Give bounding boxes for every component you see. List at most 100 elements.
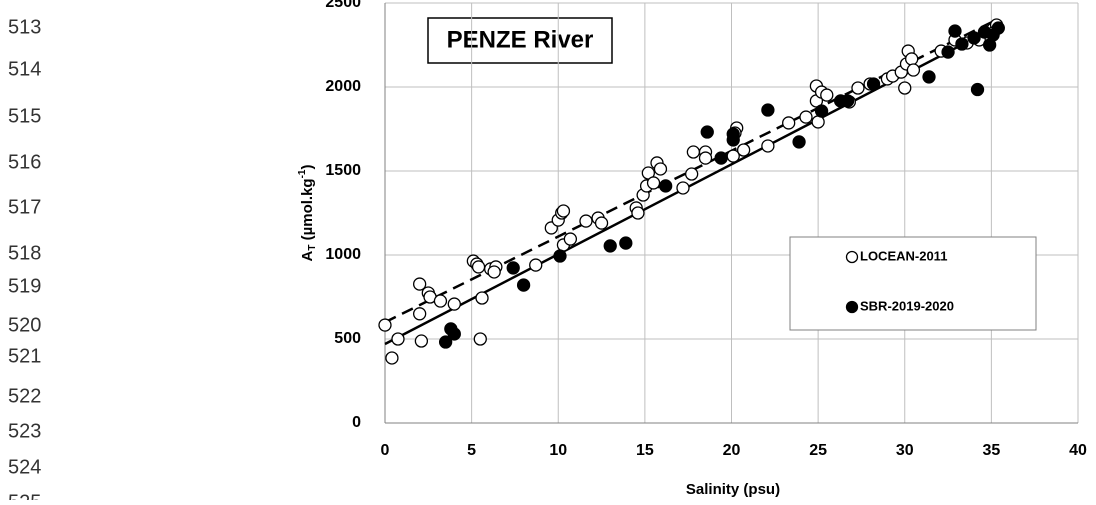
- line-number: 516: [8, 151, 41, 173]
- x-tick-label: 0: [381, 442, 390, 459]
- x-tick-label: 20: [723, 442, 741, 459]
- data-point: [471, 260, 486, 274]
- data-point: [603, 239, 617, 253]
- y-axis-label: AT (µmol.kg-1): [297, 164, 318, 261]
- data-point: [619, 236, 633, 250]
- line-number: 515: [8, 105, 41, 127]
- line-number: 522: [8, 385, 41, 407]
- data-point: [516, 278, 531, 292]
- data-point: [378, 318, 392, 332]
- y-label-sub: T: [307, 245, 318, 251]
- data-point: [487, 265, 501, 279]
- x-tick-label: 25: [809, 442, 827, 459]
- title-box: [427, 17, 613, 64]
- data-point: [922, 70, 936, 84]
- data-point: [761, 103, 775, 117]
- line-number: 520: [8, 314, 41, 336]
- data-point: [726, 133, 740, 147]
- y-tick-label: 2500: [325, 0, 361, 11]
- data-point: [792, 135, 806, 149]
- line-number: 513: [8, 16, 41, 38]
- data-point: [438, 335, 453, 349]
- data-point: [414, 334, 429, 348]
- data-point: [473, 332, 487, 346]
- data-point: [447, 297, 461, 311]
- x-tick-label: 10: [549, 442, 567, 459]
- y-tick-label: 2000: [325, 78, 361, 95]
- data-point: [553, 249, 567, 263]
- data-point: [556, 204, 571, 218]
- y-tick-label: 500: [334, 330, 361, 347]
- chart-title: PENZE River: [447, 26, 594, 53]
- data-point: [506, 261, 520, 275]
- x-axis-label: Salinity (psu): [686, 481, 780, 498]
- data-point: [686, 145, 701, 159]
- data-point: [970, 82, 985, 97]
- legend-label: LOCEAN-2011: [860, 248, 947, 263]
- data-point: [714, 151, 728, 165]
- data-point: [385, 351, 399, 365]
- data-point: [898, 81, 912, 95]
- data-point: [391, 332, 405, 346]
- data-point: [840, 94, 855, 108]
- data-point: [676, 181, 690, 195]
- data-point: [736, 143, 751, 157]
- data-point: [761, 139, 775, 153]
- data-point: [646, 176, 661, 190]
- data-point: [700, 125, 714, 139]
- data-point: [563, 232, 578, 246]
- y-label-sup: -1: [297, 169, 308, 178]
- x-tick-label: 40: [1069, 442, 1087, 459]
- data-point: [955, 37, 969, 51]
- line-number: 524: [8, 456, 41, 478]
- data-point: [866, 77, 881, 91]
- y-label-part: ): [299, 164, 316, 169]
- data-point: [967, 31, 981, 45]
- line-number: 521: [8, 345, 41, 367]
- data-point: [814, 104, 829, 118]
- y-tick-label: 0: [352, 414, 361, 431]
- data-point: [475, 291, 489, 305]
- data-point: [579, 214, 593, 228]
- data-point: [851, 81, 865, 95]
- y-label-part: A: [299, 251, 316, 262]
- data-point: [799, 110, 813, 124]
- legend-marker: [845, 300, 859, 314]
- data-point: [529, 258, 543, 272]
- x-tick-label: 5: [467, 442, 476, 459]
- legend-marker: [845, 250, 859, 264]
- legend-label: SBR-2019-2020: [860, 298, 954, 313]
- data-point: [594, 216, 609, 230]
- data-point: [941, 45, 955, 59]
- data-point: [698, 151, 713, 165]
- data-point: [906, 63, 921, 77]
- data-point: [412, 277, 427, 291]
- data-point: [447, 327, 461, 341]
- legend-box: [789, 236, 1037, 331]
- data-point: [948, 24, 962, 38]
- data-point: [433, 294, 448, 308]
- x-tick-label: 15: [636, 442, 654, 459]
- data-point: [659, 179, 673, 193]
- data-point: [653, 162, 668, 176]
- y-label-part: (µmol.kg: [299, 178, 316, 244]
- data-point: [412, 307, 427, 321]
- data-point: [820, 88, 834, 102]
- line-number: 523: [8, 420, 41, 442]
- data-point: [905, 52, 919, 66]
- data-point: [811, 115, 825, 129]
- data-point: [991, 21, 1005, 35]
- line-number: 517: [8, 196, 41, 218]
- data-point: [631, 206, 645, 220]
- x-tick-label: 30: [896, 442, 914, 459]
- y-tick-label: 1000: [325, 246, 361, 263]
- x-tick-label: 35: [982, 442, 1000, 459]
- y-tick-label: 1500: [325, 162, 361, 179]
- line-number: 525: [8, 491, 41, 500]
- line-number: 514: [8, 58, 41, 80]
- line-number: 519: [8, 275, 41, 297]
- data-point: [685, 167, 699, 181]
- line-number: 518: [8, 242, 41, 264]
- data-point: [782, 116, 796, 130]
